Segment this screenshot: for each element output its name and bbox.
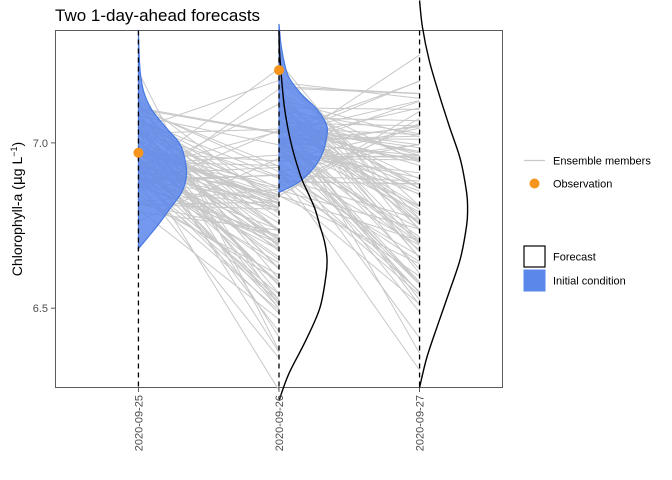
legend-initial-condition-label: Initial condition xyxy=(553,276,626,288)
date-reference-lines xyxy=(137,30,421,388)
x-axis: 2020-09-25 2020-09-26 2020-09-27 xyxy=(133,388,427,451)
legend-forecast-label: Forecast xyxy=(553,252,596,264)
ensemble-member-line xyxy=(138,107,280,134)
forecast-density xyxy=(278,30,328,401)
chart-title: Two 1-day-ahead forecasts xyxy=(55,6,260,25)
legend-observation-label: Observation xyxy=(553,179,612,191)
forecast-density xyxy=(418,0,469,389)
ensemble-member-line xyxy=(278,118,420,197)
x-tick-label: 2020-09-26 xyxy=(274,395,286,451)
observation-point xyxy=(274,65,284,76)
ensemble-member-line xyxy=(278,170,420,371)
ensemble-member-line xyxy=(138,108,280,135)
initial-condition-density xyxy=(278,23,329,194)
y-tick-label: 7.0 xyxy=(33,138,48,150)
y-tick-label: 6.5 xyxy=(33,303,48,315)
ensemble-member-line xyxy=(138,79,280,130)
x-tick-label: 2020-09-25 xyxy=(133,395,145,451)
legend-ensemble-label: Ensemble members xyxy=(553,156,651,168)
initial-condition-density xyxy=(137,29,188,250)
ensemble-member-line xyxy=(278,87,420,95)
legend-observation-key xyxy=(529,178,540,189)
x-tick-label: 2020-09-27 xyxy=(415,395,427,451)
ensemble-member-line xyxy=(137,71,280,351)
ensemble-member-line xyxy=(278,61,420,232)
legend-initial-condition-key xyxy=(523,269,546,292)
observation-points xyxy=(133,65,284,158)
ensemble-member-line xyxy=(278,86,420,94)
ensemble-member-line xyxy=(278,172,420,296)
y-axis: 6.5 7.0 xyxy=(33,138,55,315)
y-axis-title: Chlorophyll-a (µg L−1) xyxy=(9,142,26,276)
observation-point xyxy=(133,147,144,158)
legend: Ensemble members Observation Forecast In… xyxy=(523,156,651,292)
legend-forecast-key xyxy=(523,245,546,268)
ensemble-member-line xyxy=(278,181,420,277)
density-curves xyxy=(137,0,469,401)
